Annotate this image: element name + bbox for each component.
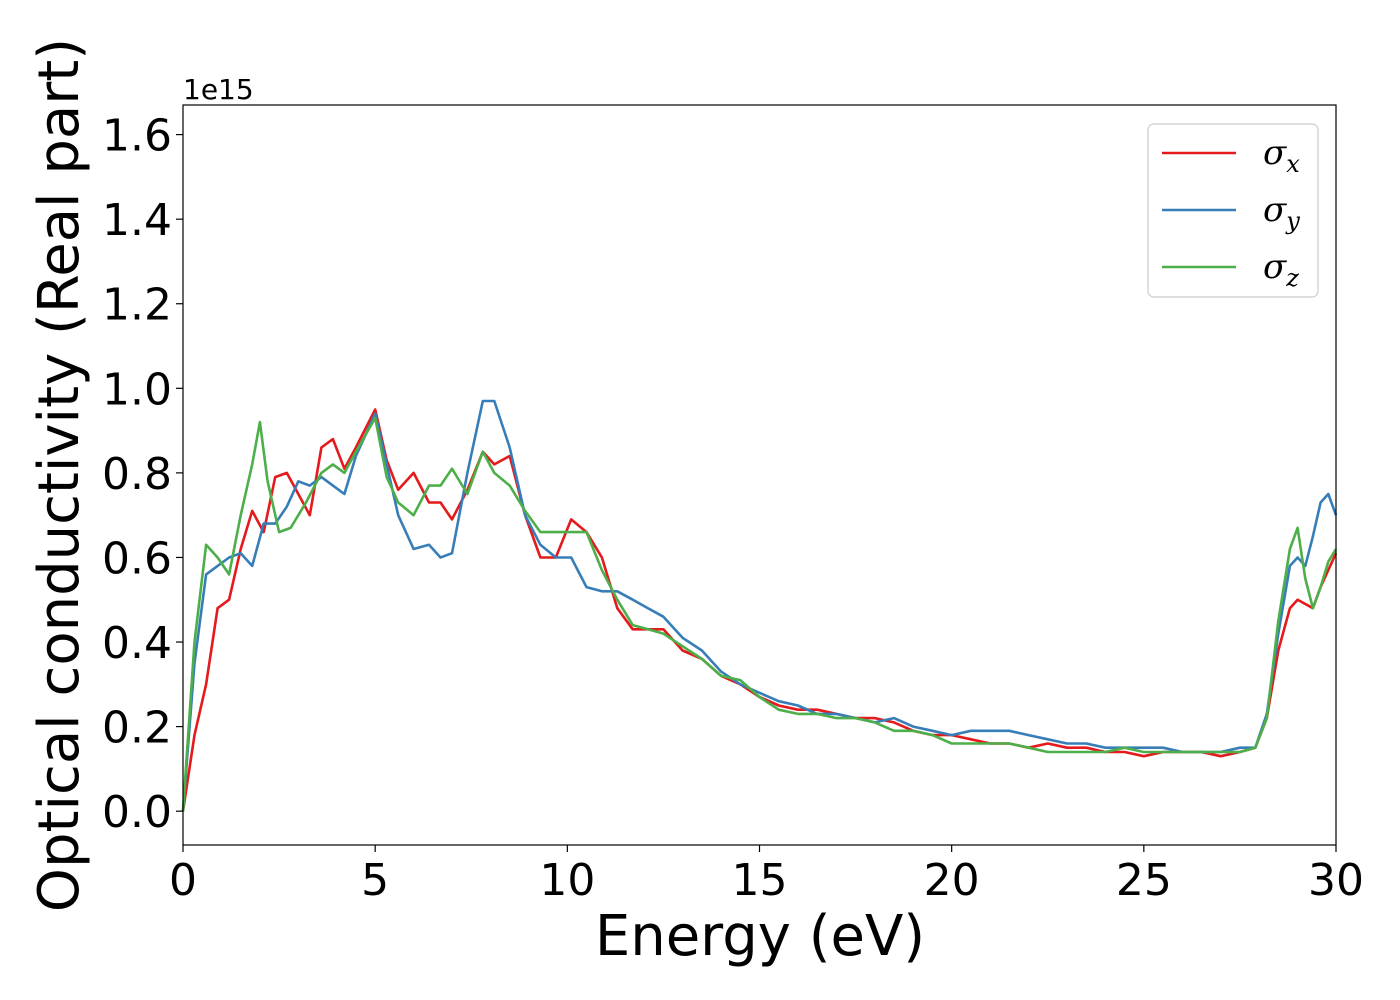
y-tick-label: 0.2 (102, 703, 172, 754)
series-line-y (181, 399, 1338, 812)
x-tick-label: 30 (1308, 855, 1364, 906)
x-tick-label: 10 (539, 855, 595, 906)
y-tick-label: 1.0 (102, 364, 172, 415)
x-tick-label: 25 (1116, 855, 1172, 906)
y-tick-label: 1.4 (102, 195, 172, 246)
series-line-z (181, 416, 1338, 812)
x-tick-label: 15 (732, 855, 788, 906)
y-tick-label: 0.6 (102, 533, 172, 584)
y-tick-label: 1.6 (102, 111, 172, 162)
x-tick-label: 20 (924, 855, 980, 906)
y-tick-label: 0.8 (102, 449, 172, 500)
y-offset-label: 1e15 (183, 73, 254, 106)
y-tick-label: 1.2 (102, 280, 172, 331)
x-tick-label: 0 (169, 855, 197, 906)
x-axis-ticks: 0 5 10 15 20 25 30 (169, 845, 1364, 906)
y-tick-label: 0.4 (102, 618, 172, 669)
y-tick-label: 0.0 (102, 787, 172, 838)
series-lines (181, 399, 1338, 812)
x-axis-label: Energy (eV) (595, 904, 925, 969)
y-axis-label: Optical conductivity (Real part) (27, 38, 92, 912)
y-axis-ticks: 0.0 0.2 0.4 0.6 0.8 1.0 1.2 1.4 1.6 (102, 111, 183, 838)
x-tick-label: 5 (361, 855, 389, 906)
